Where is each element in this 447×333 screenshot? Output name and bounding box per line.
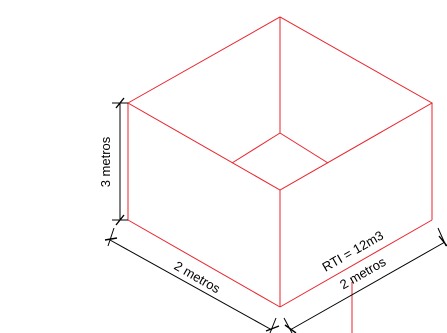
height-label: 3 metros (98, 136, 113, 187)
width-left-dimension (104, 227, 280, 333)
box-bottom-left-edge (127, 219, 281, 308)
box-bottom-right-edge (279, 219, 433, 308)
inner-floor-right-edge (279, 132, 329, 164)
box-edges (126, 16, 434, 333)
width-right-dimension (283, 227, 447, 333)
width-left-label: 2 metros (172, 258, 224, 297)
inner-floor-left-edge (231, 132, 281, 164)
height-dimension (112, 97, 128, 226)
